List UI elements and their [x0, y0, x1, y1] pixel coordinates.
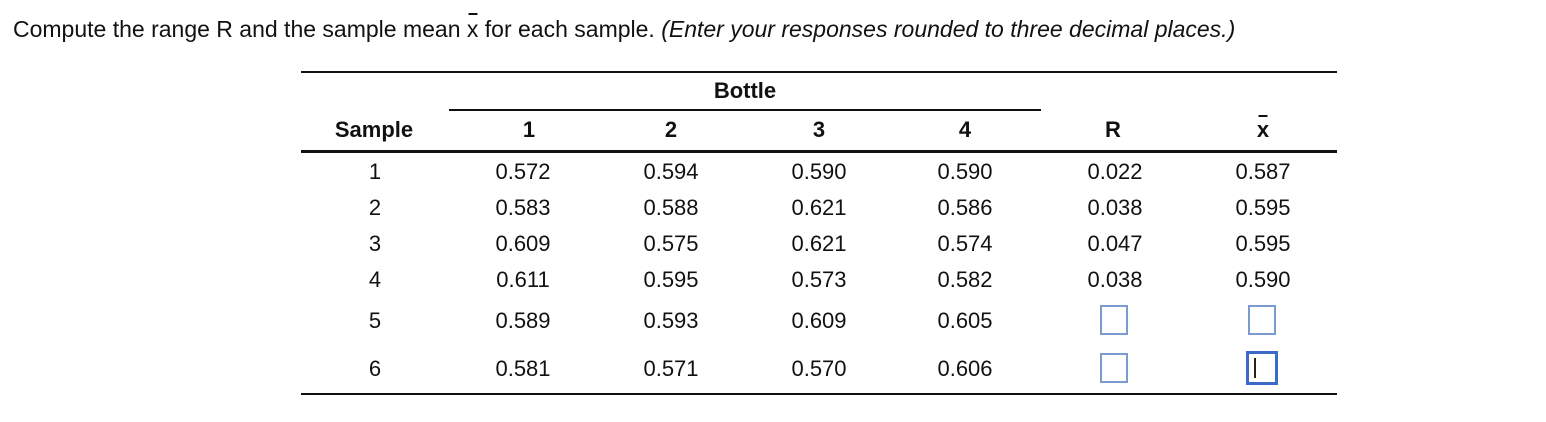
cell-bottle-4: 0.574	[937, 231, 993, 256]
cell-range: 0.038	[1087, 195, 1143, 220]
answer-input-range-sample-5[interactable]	[1100, 305, 1128, 335]
cell-bottle-1: 0.583	[495, 195, 551, 220]
header-mean-symbol: x	[1256, 117, 1270, 142]
table-row: 1 0.572 0.594 0.590 0.590 0.022 0.587	[301, 155, 1337, 191]
table-row: 2 0.583 0.588 0.621 0.586 0.038 0.595	[301, 191, 1337, 227]
cell-bottle-2: 0.594	[643, 159, 699, 184]
table-top-rule	[301, 71, 1337, 73]
instruction-prefix: Compute the range R and the sample mean	[13, 16, 467, 42]
table-row: 5 0.589 0.593 0.609 0.605	[301, 301, 1337, 337]
table-row: 4 0.611 0.595 0.573 0.582 0.038 0.590	[301, 263, 1337, 299]
cell-bottle-3: 0.590	[791, 159, 847, 184]
cell-bottle-4: 0.590	[937, 159, 993, 184]
cell-bottle-4: 0.606	[937, 356, 993, 381]
cell-bottle-1: 0.581	[495, 356, 551, 381]
cell-range: 0.047	[1087, 231, 1143, 256]
header-bottle-2: 2	[664, 117, 678, 142]
cell-range: 0.022	[1087, 159, 1143, 184]
header-sample: Sample	[334, 117, 414, 142]
xbar-symbol: x	[466, 16, 479, 42]
table-bottom-rule	[301, 393, 1337, 395]
header-mean: x	[1213, 116, 1313, 144]
cell-bottle-4: 0.586	[937, 195, 993, 220]
cell-bottle-2: 0.588	[643, 195, 699, 220]
cell-bottle-3: 0.621	[791, 195, 847, 220]
cell-bottle-1: 0.609	[495, 231, 551, 256]
instruction-note: (Enter your responses rounded to three d…	[661, 16, 1236, 42]
cell-bottle-3: 0.609	[791, 308, 847, 333]
cell-mean: 0.587	[1235, 159, 1291, 184]
cell-bottle-2: 0.571	[643, 356, 699, 381]
cell-bottle-1: 0.611	[496, 267, 550, 292]
cell-mean: 0.590	[1235, 267, 1291, 292]
answer-input-mean-sample-5[interactable]	[1248, 305, 1276, 335]
answer-input-range-sample-6[interactable]	[1100, 353, 1128, 383]
cell-bottle-2: 0.575	[643, 231, 699, 256]
header-bottle-4: 4	[958, 117, 972, 142]
cell-bottle-3: 0.573	[791, 267, 847, 292]
cell-mean: 0.595	[1235, 195, 1291, 220]
header-bottle-1: 1	[522, 117, 536, 142]
cell-range: 0.038	[1087, 267, 1143, 292]
cell-sample: 5	[368, 308, 382, 333]
bottle-group-header: Bottle	[713, 78, 777, 103]
cell-mean: 0.595	[1235, 231, 1291, 256]
table-row: 6 0.581 0.571 0.570 0.606	[301, 349, 1337, 385]
cell-bottle-2: 0.595	[643, 267, 699, 292]
cell-bottle-1: 0.572	[495, 159, 551, 184]
instruction-suffix: for each sample.	[478, 16, 662, 42]
cell-sample: 1	[368, 159, 382, 184]
cell-bottle-2: 0.593	[643, 308, 699, 333]
table-header-rule	[301, 150, 1337, 153]
cell-bottle-1: 0.589	[495, 308, 551, 333]
cell-sample: 4	[368, 267, 382, 292]
cell-bottle-3: 0.570	[791, 356, 847, 381]
cell-bottle-4: 0.582	[937, 267, 993, 292]
instruction-text: Compute the range R and the sample mean …	[13, 14, 1235, 44]
cell-bottle-3: 0.621	[791, 231, 847, 256]
cell-sample: 6	[368, 356, 382, 381]
cell-bottle-4: 0.605	[937, 308, 993, 333]
answer-input-mean-sample-6[interactable]	[1246, 351, 1278, 385]
cell-sample: 3	[368, 231, 382, 256]
cell-sample: 2	[368, 195, 382, 220]
header-range: R	[1105, 117, 1121, 142]
table-row: 3 0.609 0.575 0.621 0.574 0.047 0.595	[301, 227, 1337, 263]
header-bottle-3: 3	[812, 117, 826, 142]
bottle-group-rule	[449, 109, 1041, 111]
